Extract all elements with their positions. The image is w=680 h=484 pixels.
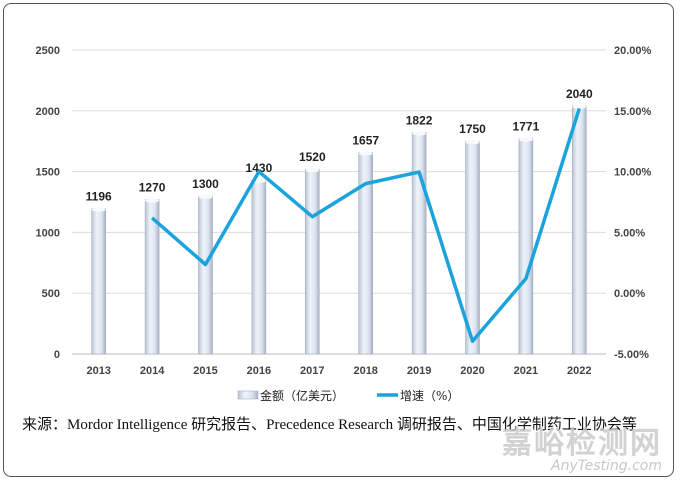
bar-cap (358, 151, 373, 156)
right-tick-label: 0.00% (614, 288, 645, 300)
x-tick-label: 2014 (140, 365, 165, 377)
bar-cap (198, 194, 213, 199)
source-note: 来源：Mordor Intelligence 研究报告、Precedence R… (22, 417, 637, 433)
left-tick-label: 1500 (36, 167, 60, 179)
legend-bar-swatch (237, 390, 259, 400)
bar-cap (412, 131, 427, 136)
right-tick-label: -5.00% (614, 349, 649, 361)
bar (198, 195, 213, 355)
bar (411, 132, 427, 355)
left-tick-label: 0 (54, 349, 60, 361)
bar (518, 138, 534, 355)
right-tick-label: 10.00% (614, 167, 652, 179)
bar-cap (465, 140, 480, 145)
x-tick-label: 2019 (407, 365, 431, 377)
bar-data-label: 2040 (566, 87, 593, 101)
legend-line-label: 增速（%） (400, 389, 459, 403)
left-tick-label: 2000 (36, 106, 60, 118)
x-tick-label: 2013 (86, 365, 110, 377)
bar-data-label: 1657 (352, 134, 379, 148)
bar-data-label: 1270 (139, 181, 166, 195)
bar-data-label: 1771 (513, 120, 540, 134)
bar (91, 208, 106, 355)
x-tick-label: 2021 (514, 365, 538, 377)
bar-data-label: 1196 (86, 190, 112, 204)
x-tick-label: 2015 (193, 365, 217, 377)
chart-frame (3, 3, 674, 477)
bar-data-label: 1430 (246, 161, 273, 175)
legend-bar-label: 金额（亿美元） (260, 388, 344, 403)
bar (572, 105, 587, 355)
x-tick-label: 2022 (567, 365, 591, 377)
bar-cap (518, 137, 533, 142)
bar-cap (305, 168, 320, 173)
left-tick-label: 500 (42, 288, 60, 300)
bar-data-label: 1822 (406, 113, 433, 127)
bar-cap (145, 198, 160, 203)
bar (305, 168, 320, 355)
right-tick-label: 15.00% (614, 106, 652, 118)
x-tick-label: 2018 (353, 365, 377, 377)
bar-data-label: 1520 (299, 150, 326, 164)
bar-data-label: 1750 (459, 122, 486, 136)
right-tick-label: 5.00% (614, 227, 645, 239)
x-tick-label: 2017 (300, 365, 324, 377)
x-tick-label: 2020 (460, 365, 484, 377)
bar-cap (572, 104, 587, 109)
bar (251, 179, 267, 355)
right-tick-label: 20.00% (614, 45, 652, 57)
bar-cap (91, 207, 106, 212)
x-tick-label: 2016 (247, 365, 271, 377)
bar-data-label: 1300 (192, 177, 219, 191)
left-tick-label: 1000 (36, 227, 60, 239)
watermark-logo: 嘉峪检测网 AnyTesting.com (502, 426, 662, 474)
left-tick-label: 2500 (36, 45, 60, 57)
